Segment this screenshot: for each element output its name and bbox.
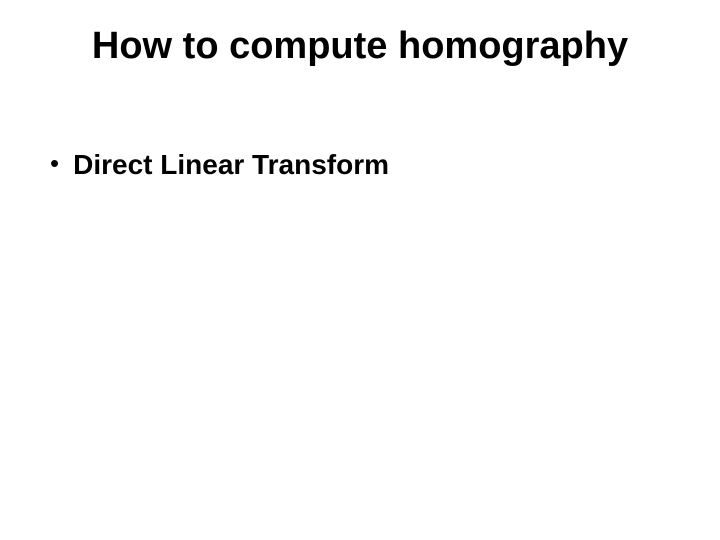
slide-title: How to compute homography xyxy=(80,25,640,68)
bullet-text: Direct Linear Transform xyxy=(73,148,389,182)
bullet-marker: • xyxy=(50,148,59,179)
bullet-item: • Direct Linear Transform xyxy=(50,148,680,182)
slide-container: How to compute homography • Direct Linea… xyxy=(0,0,720,540)
bullet-list: • Direct Linear Transform xyxy=(50,148,680,182)
